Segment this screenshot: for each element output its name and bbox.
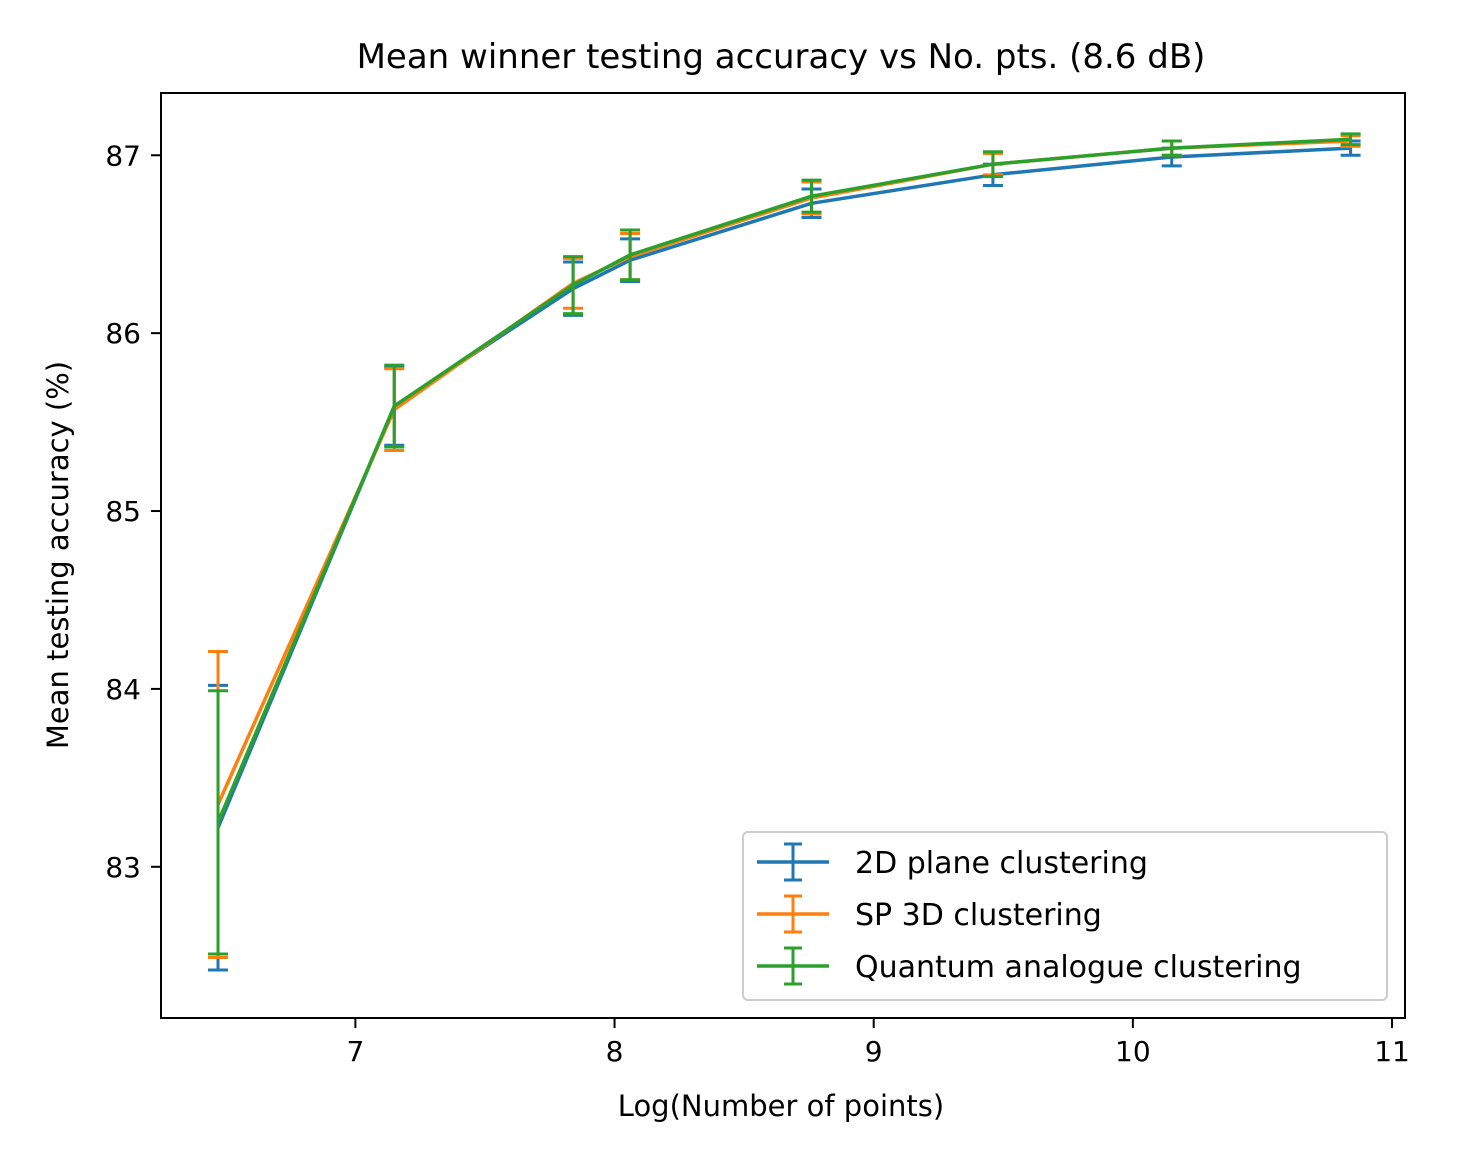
legend-label: Quantum analogue clustering [855,950,1302,985]
series-line [216,146,1351,829]
chart-title: Mean winner testing accuracy vs No. pts.… [357,37,1206,77]
legend-label: 2D plane clustering [855,846,1148,881]
legend-label: SP 3D clustering [855,898,1102,933]
y-axis-label: Mean testing accuracy (%) [41,361,75,749]
y-tick-label: 86 [105,317,141,350]
x-tick-label: 9 [865,1035,883,1068]
x-tick-label: 11 [1374,1035,1410,1068]
legend-box [742,831,1388,1001]
x-axis-ticks: 7 8 9 10 11 [346,1018,1410,1068]
series-line [216,137,1351,823]
x-axis-label: Log(Number of points) [618,1089,944,1123]
y-tick-label: 83 [105,851,141,884]
x-tick-label: 8 [606,1035,624,1068]
legend-item: SP 3D clustering [757,894,1102,934]
series-3 [208,132,1361,956]
legend-item: Quantum analogue clustering [757,946,1302,986]
y-tick-label: 85 [105,495,141,528]
series-line [216,139,1351,806]
y-tick-label: 87 [105,139,141,172]
y-tick-label: 84 [105,673,141,706]
plot-area [208,132,1361,972]
x-tick-label: 7 [346,1035,364,1068]
axes-frame [160,92,1406,1019]
y-axis-ticks: 83 84 85 86 87 [105,139,161,884]
x-tick-label: 10 [1115,1035,1151,1068]
legend-item: 2D plane clustering [757,842,1148,882]
legend: 2D plane clustering SP 3D clustering Quant… [742,831,1388,1001]
